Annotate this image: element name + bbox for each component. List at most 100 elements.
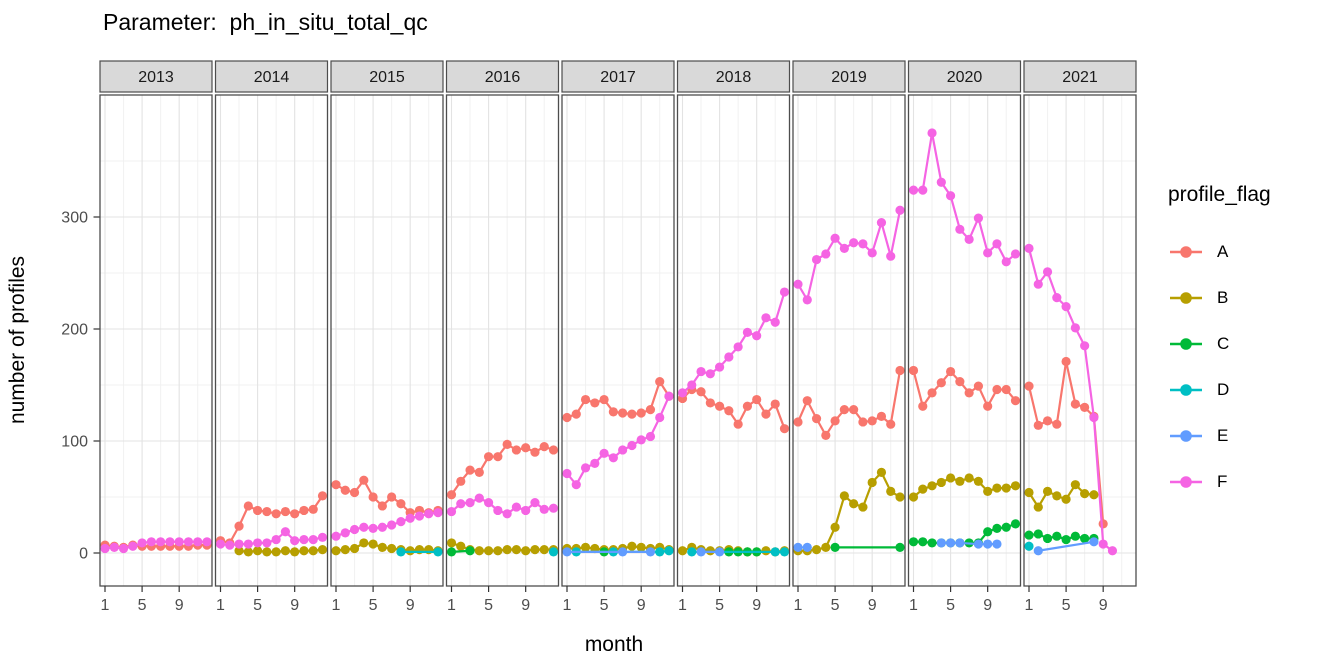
y-tick-label: 0 bbox=[79, 546, 88, 563]
legend-label: E bbox=[1217, 426, 1229, 445]
x-tick-label: 1 bbox=[332, 597, 341, 614]
facet-strip-label: 2019 bbox=[831, 69, 867, 86]
legend: profile_flag A B C D E F bbox=[1168, 183, 1271, 505]
panel-background bbox=[677, 95, 790, 586]
facet-2017: 2017 1 5 9 bbox=[561, 60, 675, 614]
x-tick-label: 1 bbox=[678, 597, 687, 614]
legend-key-icon bbox=[1170, 476, 1202, 488]
legend-item-E: E bbox=[1168, 413, 1271, 459]
legend-item-A: A bbox=[1168, 229, 1271, 275]
series-F-2021 bbox=[1024, 243, 1118, 556]
x-tick-label: 5 bbox=[946, 597, 955, 614]
facet-strip-label: 2021 bbox=[1062, 69, 1098, 86]
legend-label: F bbox=[1217, 472, 1228, 491]
legend-item-F: F bbox=[1168, 459, 1271, 505]
legend-item-C: C bbox=[1168, 321, 1271, 367]
x-tick-label: 9 bbox=[175, 597, 184, 614]
panel-background bbox=[215, 95, 328, 586]
y-tick-label: 100 bbox=[61, 434, 88, 451]
y-tick-label: 300 bbox=[61, 210, 88, 227]
panel-background bbox=[100, 95, 212, 586]
chart-title: Parameter: ph_in_situ_total_qc bbox=[103, 9, 428, 35]
series-E-2021 bbox=[1033, 537, 1099, 556]
panel-background bbox=[1024, 95, 1136, 586]
series-C-2016 bbox=[446, 546, 475, 557]
panel-background bbox=[331, 95, 443, 586]
facet-strip-label: 2016 bbox=[485, 69, 521, 86]
facet-strip bbox=[561, 60, 675, 93]
series-B-2014 bbox=[234, 545, 328, 557]
facet-strip bbox=[792, 60, 906, 93]
x-tick-label: 5 bbox=[1062, 597, 1071, 614]
facet-strip-label: 2015 bbox=[369, 69, 405, 86]
facet-2021: 2021 1 5 9 bbox=[1023, 60, 1137, 614]
facet-strip-label: 2018 bbox=[716, 69, 752, 86]
series-B-2015 bbox=[331, 538, 443, 556]
panel-border bbox=[907, 94, 1022, 587]
panel-border bbox=[676, 94, 791, 587]
x-tick-label: 1 bbox=[909, 597, 918, 614]
series-F-2020 bbox=[908, 128, 1021, 267]
x-tick-label: 5 bbox=[600, 597, 609, 614]
facet-2020: 2020 1 5 9 bbox=[907, 60, 1022, 614]
x-tick-label: 9 bbox=[521, 597, 530, 614]
x-tick-label: 9 bbox=[1099, 597, 1108, 614]
legend-key-icon bbox=[1170, 292, 1202, 304]
panel-border bbox=[792, 94, 906, 587]
facet-strip-label: 2020 bbox=[947, 69, 983, 86]
legend-items: A B C D E F bbox=[1168, 229, 1271, 505]
legend-label: B bbox=[1217, 288, 1229, 307]
x-tick-label: 5 bbox=[715, 597, 724, 614]
x-tick-label: 1 bbox=[101, 597, 110, 614]
legend-key-icon bbox=[1170, 338, 1202, 350]
series-E-2017 bbox=[562, 547, 656, 557]
facet-strip bbox=[1023, 60, 1137, 93]
series-A-2019 bbox=[793, 365, 905, 440]
legend-item-B: B bbox=[1168, 275, 1271, 321]
series-F-2017 bbox=[562, 391, 674, 490]
facet-strip-label: 2014 bbox=[254, 69, 290, 86]
facet-strip bbox=[330, 60, 444, 93]
facet-2015: 2015 1 5 9 bbox=[330, 60, 444, 614]
x-tick-label: 1 bbox=[1025, 597, 1034, 614]
series-A-2016 bbox=[446, 439, 559, 500]
x-tick-label: 9 bbox=[752, 597, 761, 614]
facet-2018: 2018 1 5 9 bbox=[676, 60, 791, 614]
y-axis-title: number of profiles bbox=[6, 256, 29, 424]
x-axis-title: month bbox=[585, 633, 643, 656]
x-tick-label: 1 bbox=[447, 597, 456, 614]
series-F-2014 bbox=[215, 527, 328, 550]
legend-key-icon bbox=[1170, 246, 1202, 258]
legend-title: profile_flag bbox=[1168, 183, 1271, 206]
panel-border bbox=[1023, 94, 1137, 587]
x-tick-label: 1 bbox=[794, 597, 803, 614]
legend-key-icon bbox=[1170, 384, 1202, 396]
x-tick-label: 1 bbox=[563, 597, 572, 614]
series-F-2019 bbox=[793, 205, 905, 305]
x-tick-label: 5 bbox=[831, 597, 840, 614]
legend-label: C bbox=[1217, 334, 1230, 353]
series-D-2016 bbox=[548, 547, 559, 557]
facet-strip bbox=[445, 60, 560, 93]
facet-strip bbox=[907, 60, 1022, 93]
series-F-2018 bbox=[677, 287, 790, 398]
series-D-2021 bbox=[1024, 541, 1034, 551]
legend-key-icon bbox=[1170, 430, 1202, 442]
series-F-2013 bbox=[100, 537, 212, 554]
panel-border bbox=[445, 94, 560, 587]
x-tick-label: 9 bbox=[637, 597, 646, 614]
x-tick-label: 9 bbox=[290, 597, 299, 614]
series-E-2020 bbox=[936, 538, 1002, 549]
facet-strip-label: 2017 bbox=[600, 69, 636, 86]
series-B-2021 bbox=[1024, 480, 1099, 512]
legend-item-D: D bbox=[1168, 367, 1271, 413]
panel-border bbox=[330, 94, 444, 587]
facet-strip bbox=[676, 60, 791, 93]
x-tick-label: 9 bbox=[868, 597, 877, 614]
facet-2016: 2016 1 5 9 bbox=[445, 60, 560, 614]
facet-strip-label: 2013 bbox=[138, 69, 174, 86]
panel-border bbox=[561, 94, 675, 587]
legend-label: D bbox=[1217, 380, 1230, 399]
